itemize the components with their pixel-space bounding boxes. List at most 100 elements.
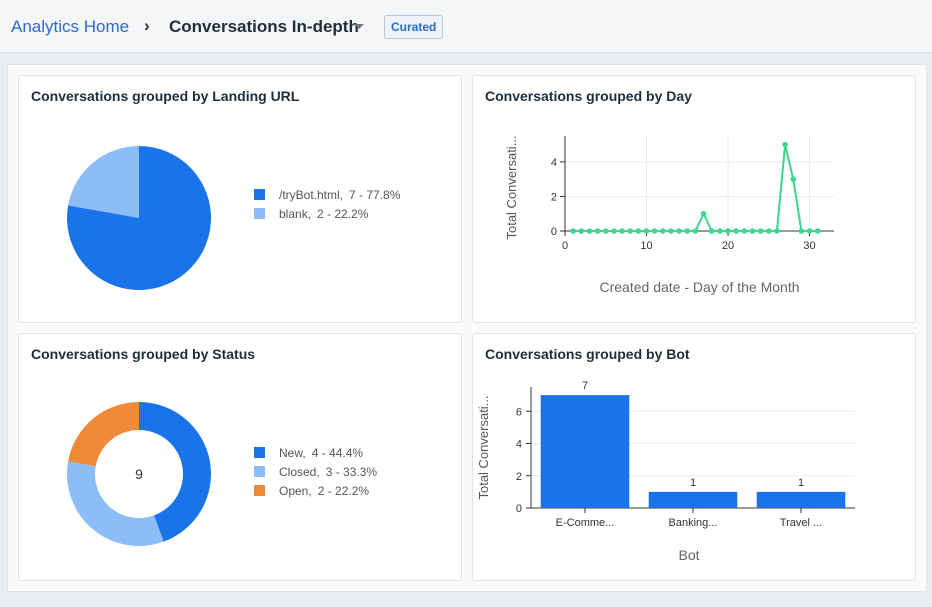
data-point bbox=[790, 176, 797, 182]
data-point bbox=[651, 228, 658, 234]
data-point bbox=[774, 228, 780, 234]
status-donut-chart: 9 bbox=[67, 402, 211, 546]
legend-swatch bbox=[254, 466, 265, 477]
data-point bbox=[814, 228, 821, 234]
card-title: Conversations grouped by Day bbox=[485, 88, 692, 104]
series-line bbox=[573, 144, 818, 232]
y-tick-label: 4 bbox=[551, 157, 557, 169]
y-axis-label: Total Conversati... bbox=[504, 135, 519, 239]
pie-slice-new bbox=[139, 402, 211, 542]
data-point bbox=[668, 228, 674, 234]
x-tick-label: E-Comme... bbox=[556, 517, 615, 529]
landing-url-legend: /tryBot.html, 7 - 77.8% blank, 2 - 22.2% bbox=[254, 185, 400, 223]
legend-value: 3 - 33.3% bbox=[325, 464, 378, 479]
data-point bbox=[708, 228, 715, 234]
data-point bbox=[594, 228, 601, 234]
card-title: Conversations grouped by Bot bbox=[485, 346, 690, 362]
bar-value-label: 1 bbox=[690, 477, 696, 489]
data-point bbox=[717, 228, 723, 234]
data-point bbox=[806, 228, 813, 234]
data-point bbox=[782, 141, 788, 148]
data-point bbox=[578, 228, 585, 234]
bar bbox=[648, 491, 738, 508]
legend-label: /tryBot.html, bbox=[279, 187, 344, 202]
donut-center-total: 9 bbox=[135, 466, 143, 482]
data-point bbox=[619, 228, 625, 234]
legend-label: Open, bbox=[279, 483, 312, 498]
bar bbox=[756, 491, 846, 508]
data-point bbox=[798, 228, 805, 234]
legend-value: 7 - 77.8% bbox=[349, 187, 401, 202]
card-landing-url: Conversations grouped by Landing URL /tr… bbox=[18, 75, 462, 323]
data-point bbox=[700, 210, 707, 217]
pie-slice-closed bbox=[67, 461, 164, 546]
legend-value: 4 - 44.4% bbox=[311, 445, 364, 460]
data-point bbox=[660, 228, 666, 234]
x-tick-label: 0 bbox=[562, 240, 568, 252]
page-title[interactable]: Conversations In-depth bbox=[169, 17, 359, 36]
bot-bar-chart: 0 2 4 6 7 E-Comme... 1 Banking... 1 Travel ... Bot… bbox=[476, 380, 855, 563]
data-point bbox=[611, 228, 617, 234]
x-axis-label: Bot bbox=[678, 547, 699, 563]
y-tick-label: 2 bbox=[516, 471, 522, 483]
legend-swatch bbox=[254, 447, 265, 458]
y-axis-label: Total Conversati... bbox=[476, 395, 491, 499]
card-status: Conversations grouped by Status 9 New, 4… bbox=[18, 333, 462, 581]
landing-url-pie-chart bbox=[66, 146, 211, 290]
status-legend: New, 4 - 44.4% Closed, 3 - 33.3% Open, 2… bbox=[254, 443, 377, 500]
x-axis-label: Created date - Day of the Month bbox=[600, 279, 800, 295]
data-point bbox=[570, 228, 576, 234]
legend-label: Closed, bbox=[279, 464, 320, 479]
legend-label: New, bbox=[279, 445, 306, 460]
pie-slice-open bbox=[68, 402, 139, 467]
bar-value-label: 1 bbox=[798, 477, 804, 489]
breadcrumb-separator-icon: › bbox=[144, 16, 150, 35]
x-tick-label: 30 bbox=[803, 240, 815, 252]
day-line-chart: 0 2 4 0 10 20 30 Created date - Day of the Mont… bbox=[504, 135, 834, 295]
y-tick-label: 0 bbox=[551, 226, 557, 238]
bar bbox=[540, 395, 630, 508]
card-title: Conversations grouped by Status bbox=[31, 346, 256, 362]
legend-item: blank, 2 - 22.2% bbox=[254, 204, 400, 223]
data-point bbox=[741, 228, 748, 234]
card-day: Conversations grouped by Day 0 2 4 0 10 20 30 C… bbox=[472, 75, 916, 323]
y-tick-label: 6 bbox=[516, 406, 522, 418]
legend-swatch bbox=[254, 189, 265, 200]
data-point bbox=[692, 228, 699, 234]
pie-slice-trybot-html bbox=[66, 146, 211, 290]
chevron-down-icon[interactable] bbox=[354, 24, 364, 29]
legend-label: blank, bbox=[279, 206, 312, 221]
legend-item: Closed, 3 - 33.3% bbox=[254, 462, 377, 481]
legend-swatch bbox=[254, 208, 265, 219]
dashboard-canvas: Conversations grouped by Landing URL /tr… bbox=[7, 64, 927, 592]
data-point bbox=[725, 228, 731, 234]
top-bar: Analytics Home › Conversations In-depth … bbox=[0, 0, 932, 53]
bar-value-label: 7 bbox=[582, 380, 588, 392]
data-point bbox=[643, 228, 650, 234]
data-point bbox=[586, 228, 593, 234]
data-point bbox=[757, 228, 764, 234]
curated-badge: Curated bbox=[384, 15, 444, 39]
x-tick-label: 20 bbox=[722, 240, 734, 252]
legend-item: New, 4 - 44.4% bbox=[254, 443, 377, 462]
data-point bbox=[749, 228, 756, 234]
legend-swatch bbox=[254, 485, 265, 496]
breadcrumb-home-link[interactable]: Analytics Home bbox=[11, 17, 130, 36]
data-point bbox=[676, 228, 682, 234]
card-title: Conversations grouped by Landing URL bbox=[31, 88, 300, 104]
y-tick-label: 2 bbox=[551, 191, 557, 203]
data-point bbox=[684, 228, 691, 234]
legend-value: 2 - 22.2% bbox=[317, 206, 369, 221]
data-point bbox=[602, 228, 609, 234]
legend-value: 2 - 22.2% bbox=[317, 483, 370, 498]
card-bot: Conversations grouped by Bot 0 2 4 6 7 E-Comm… bbox=[472, 333, 916, 581]
data-point bbox=[635, 228, 642, 234]
y-tick-label: 0 bbox=[516, 503, 522, 515]
x-tick-label: 10 bbox=[640, 240, 652, 252]
pie-slice-blank bbox=[68, 146, 139, 218]
data-point bbox=[627, 228, 634, 234]
y-tick-label: 4 bbox=[516, 439, 522, 451]
legend-item: Open, 2 - 22.2% bbox=[254, 481, 377, 500]
x-tick-label: Travel ... bbox=[780, 517, 822, 529]
data-point bbox=[765, 228, 772, 234]
